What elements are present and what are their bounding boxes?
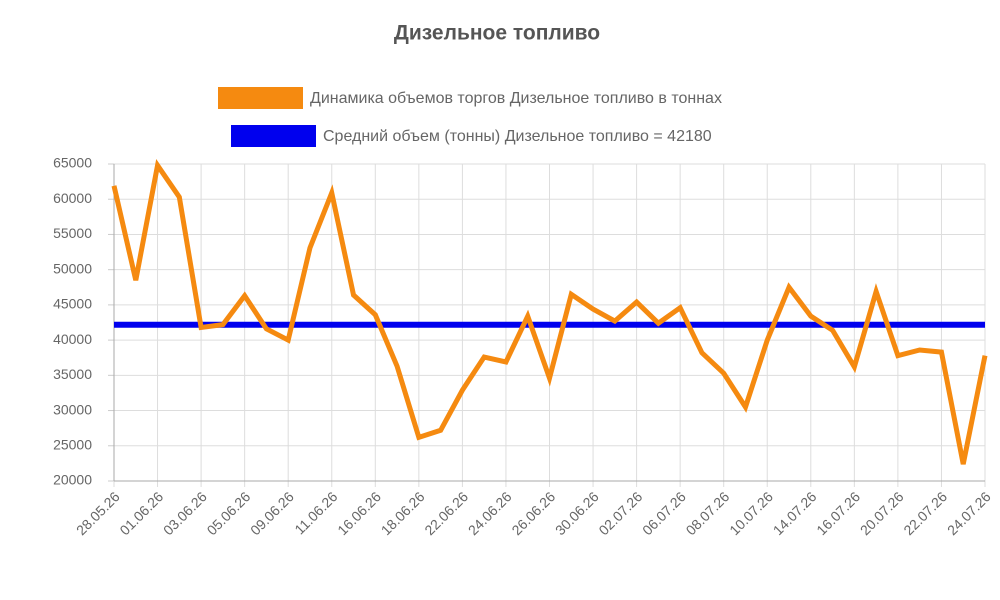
y-tick-label: 65000 — [53, 155, 92, 171]
x-tick-label: 28.05.26 — [73, 488, 123, 538]
y-tick-label: 60000 — [53, 190, 92, 206]
x-tick-label: 16.07.26 — [813, 488, 863, 538]
x-tick-label: 20.07.26 — [857, 488, 907, 538]
x-tick-label: 08.07.26 — [683, 488, 733, 538]
y-tick-label: 25000 — [53, 436, 92, 452]
x-tick-label: 18.06.26 — [378, 488, 428, 538]
x-tick-label: 01.06.26 — [116, 488, 166, 538]
y-tick-label: 50000 — [53, 260, 92, 276]
x-tick-label: 24.06.26 — [465, 488, 515, 538]
x-tick-label: 30.06.26 — [552, 488, 602, 538]
legend-label: Динамика объемов торгов Дизельное топлив… — [310, 90, 722, 107]
x-tick-label: 10.07.26 — [726, 488, 776, 538]
x-tick-label: 22.06.26 — [421, 488, 471, 538]
legend-label: Средний объем (тонны) Дизельное топливо … — [323, 128, 712, 145]
y-tick-label: 55000 — [53, 225, 92, 241]
x-tick-label: 16.06.26 — [334, 488, 384, 538]
x-tick-label: 22.07.26 — [900, 488, 950, 538]
x-tick-label: 26.06.26 — [508, 488, 558, 538]
x-tick-label: 11.06.26 — [291, 488, 340, 537]
y-tick-label: 35000 — [53, 366, 92, 382]
x-tick-label: 05.06.26 — [204, 488, 254, 538]
legend-swatch — [231, 125, 316, 147]
y-tick-label: 40000 — [53, 331, 92, 347]
x-tick-label: 09.06.26 — [247, 488, 297, 538]
y-tick-label: 45000 — [53, 296, 92, 312]
x-tick-label: 14.07.26 — [770, 488, 820, 538]
x-tick-label: 24.07.26 — [944, 488, 994, 538]
data-line — [111, 159, 988, 465]
x-tick-label: 06.07.26 — [639, 488, 689, 538]
y-tick-label: 30000 — [53, 401, 92, 417]
x-tick-label: 03.06.26 — [160, 488, 210, 538]
y-tick-label: 20000 — [53, 472, 92, 488]
chart-title: Дизельное топливо — [394, 22, 600, 45]
legend-swatch — [218, 87, 303, 109]
x-tick-label: 02.07.26 — [595, 488, 645, 538]
